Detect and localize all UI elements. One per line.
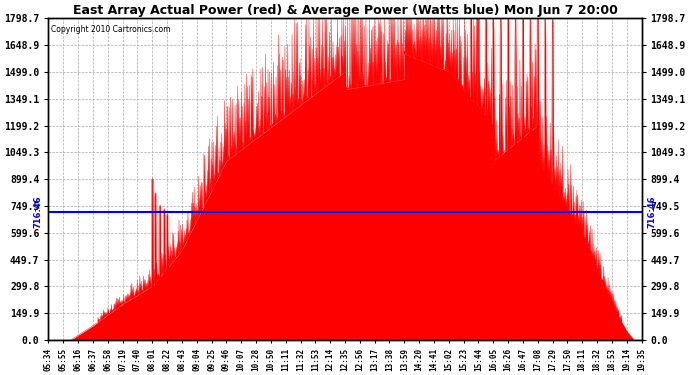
- Text: 716:46: 716:46: [647, 196, 656, 228]
- Text: Copyright 2010 Cartronics.com: Copyright 2010 Cartronics.com: [52, 25, 171, 34]
- Title: East Array Actual Power (red) & Average Power (Watts blue) Mon Jun 7 20:00: East Array Actual Power (red) & Average …: [72, 4, 618, 17]
- Text: 716:46: 716:46: [34, 196, 43, 228]
